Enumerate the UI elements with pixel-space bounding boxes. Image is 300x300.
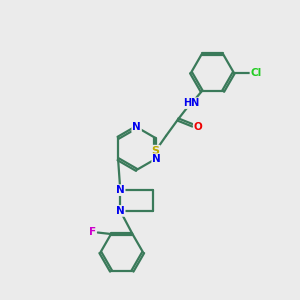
- Text: N: N: [152, 154, 161, 164]
- Text: N: N: [116, 206, 125, 216]
- Text: HN: HN: [183, 98, 200, 108]
- Text: F: F: [89, 227, 96, 237]
- Text: S: S: [152, 146, 160, 156]
- Text: N: N: [132, 122, 141, 132]
- Text: O: O: [194, 122, 203, 132]
- Text: Cl: Cl: [250, 68, 262, 78]
- Text: N: N: [116, 185, 125, 195]
